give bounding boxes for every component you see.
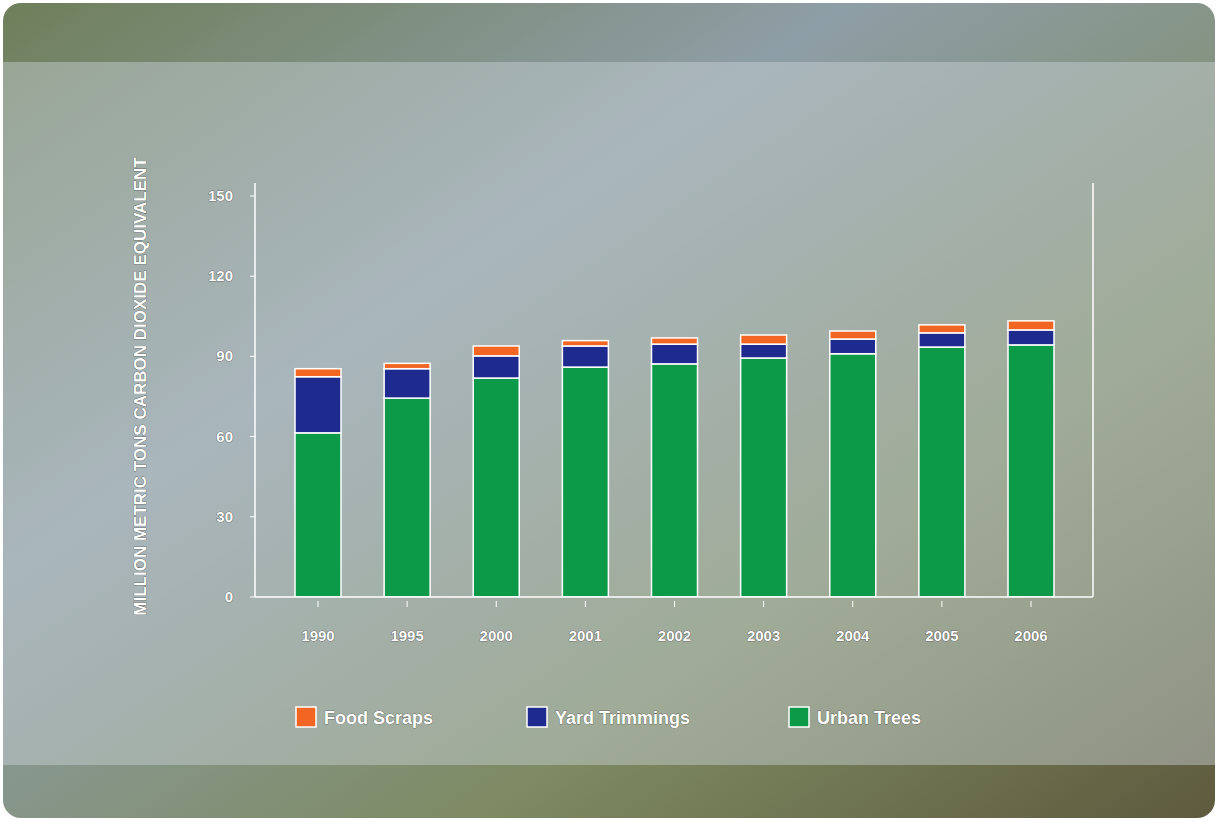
y-axis-title: MILLION METRIC TONS CARBON DIOXIDE EQUIV… — [131, 157, 150, 616]
legend-label: Yard Trimmings — [555, 708, 690, 728]
y-tick-label: 60 — [216, 428, 233, 445]
x-tick-label: 1990 — [301, 627, 334, 644]
x-tick — [763, 601, 764, 607]
bar-segment — [741, 335, 787, 344]
legend-swatch — [789, 707, 809, 727]
bar-segment — [295, 433, 341, 597]
overlay-panel — [3, 62, 1215, 765]
bar-segment — [741, 358, 787, 597]
x-tick-label: 2001 — [569, 627, 602, 644]
bar-segment — [919, 347, 965, 597]
legend-swatch — [296, 707, 316, 727]
background — [3, 3, 1215, 818]
bar-segment — [384, 363, 430, 368]
x-tick — [585, 601, 586, 607]
bar-segment — [473, 356, 519, 378]
x-tick — [496, 601, 497, 607]
bar-segment — [473, 378, 519, 597]
bar-segment — [919, 333, 965, 347]
bar-segment — [295, 369, 341, 377]
x-tick — [318, 601, 319, 607]
bar-segment — [741, 344, 787, 358]
bar-segment — [562, 341, 608, 346]
x-axis — [255, 596, 1093, 598]
x-tick — [674, 601, 675, 607]
x-tick — [941, 601, 942, 607]
x-tick-label: 2005 — [925, 627, 958, 644]
bar-segment — [652, 338, 698, 344]
bar-segment — [562, 346, 608, 367]
y-tick-label: 120 — [208, 267, 233, 284]
legend-label: Food Scraps — [324, 708, 433, 728]
chart-root: 0 30 60 90 120 150 MILLION METRIC TONS CARBON … — [0, 0, 1218, 821]
y-tick-label: 30 — [216, 508, 233, 525]
bar-segment — [652, 364, 698, 597]
legend-swatch — [527, 707, 547, 727]
y-tick-label: 90 — [216, 347, 233, 364]
y-axis — [254, 183, 256, 597]
bar-segment — [473, 346, 519, 356]
legend-label: Urban Trees — [817, 708, 921, 728]
x-tick — [852, 601, 853, 607]
x-tick-label: 2000 — [480, 627, 513, 644]
bar-segment — [384, 369, 430, 398]
bar-segment — [830, 331, 876, 339]
x-tick-label: 2003 — [747, 627, 780, 644]
y-tick-label: 150 — [208, 187, 233, 204]
x-tick-label: 2002 — [658, 627, 691, 644]
bar-segment — [830, 354, 876, 597]
x-tick-label: 2004 — [836, 627, 870, 644]
bar-segment — [1008, 330, 1054, 345]
bar-segment — [652, 344, 698, 364]
frame-right — [1092, 183, 1094, 597]
bar-segment — [384, 398, 430, 597]
x-tick-label: 1995 — [390, 627, 423, 644]
bar-segment — [830, 339, 876, 354]
y-tick-label: 0 — [225, 588, 233, 605]
bar-segment — [1008, 321, 1054, 330]
bar-segment — [295, 377, 341, 433]
x-tick-label: 2006 — [1014, 627, 1047, 644]
bar-segment — [1008, 345, 1054, 597]
x-tick — [407, 601, 408, 607]
bar-segment — [562, 367, 608, 597]
bars — [295, 321, 1054, 597]
x-tick — [1031, 601, 1032, 607]
bar-segment — [919, 325, 965, 333]
